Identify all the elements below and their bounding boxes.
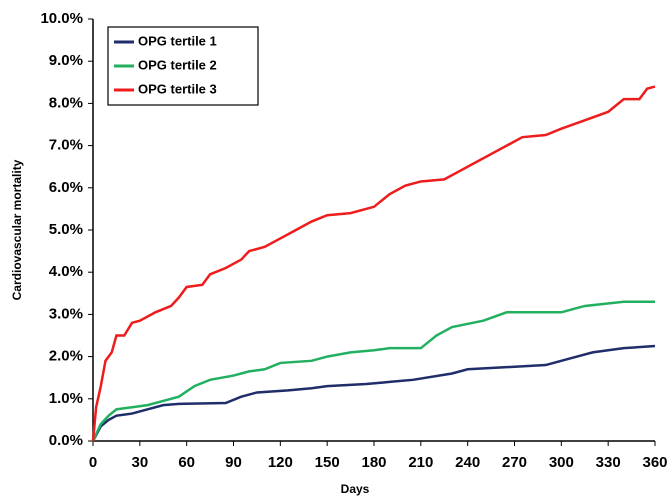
- y-tick-label: 7.0%: [49, 137, 83, 154]
- x-tick-label: 180: [361, 454, 386, 471]
- y-tick-label: 8.0%: [49, 94, 83, 111]
- y-tick-label: 3.0%: [49, 305, 83, 322]
- x-tick-label: 330: [596, 454, 621, 471]
- y-tick-label: 9.0%: [49, 52, 83, 69]
- y-axis-title: Cardiovascular mortality: [10, 159, 24, 300]
- legend-label: OPG tertile 2: [138, 57, 217, 72]
- x-tick-label: 270: [502, 454, 527, 471]
- y-tick-label: 2.0%: [49, 348, 83, 365]
- x-tick-label: 0: [89, 454, 97, 471]
- x-tick-label: 150: [315, 454, 340, 471]
- y-tick-label: 0.0%: [49, 432, 83, 449]
- x-axis-title: Days: [341, 482, 370, 496]
- legend-label: OPG tertile 3: [138, 81, 217, 96]
- y-tick-label: 10.0%: [40, 10, 83, 27]
- x-tick-label: 300: [549, 454, 574, 471]
- legend-label: OPG tertile 1: [138, 33, 217, 48]
- x-tick-label: 30: [131, 454, 148, 471]
- x-tick-label: 360: [642, 454, 667, 471]
- y-tick-label: 5.0%: [49, 221, 83, 238]
- y-tick-label: 1.0%: [49, 390, 83, 407]
- series-line: [91, 85, 656, 442]
- series-line: [91, 344, 656, 442]
- x-tick-label: 120: [268, 454, 293, 471]
- y-tick-label: 6.0%: [49, 179, 83, 196]
- x-tick-label: 210: [408, 454, 433, 471]
- series-line: [91, 300, 655, 442]
- x-tick-label: 90: [225, 454, 242, 471]
- x-tick-label: 60: [178, 454, 195, 471]
- x-tick-label: 240: [455, 454, 480, 471]
- y-tick-label: 4.0%: [49, 263, 83, 280]
